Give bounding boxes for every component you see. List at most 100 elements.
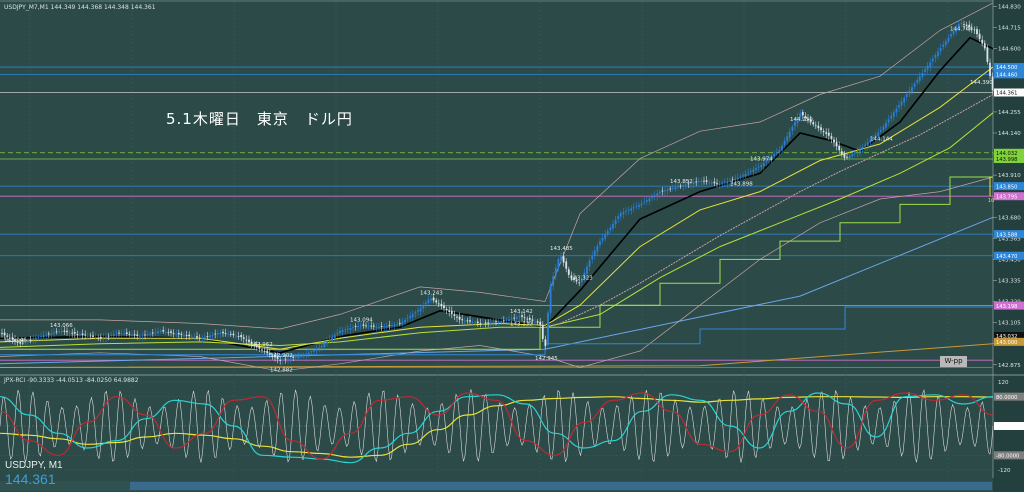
candle-body [671,188,674,189]
candle-body [34,337,37,340]
candle-body [924,69,926,72]
candle-body [918,76,921,81]
candle-body [957,23,960,27]
candle-body [963,24,965,25]
candle-body [872,137,874,139]
candle-body [705,180,708,182]
candle-body [604,234,607,239]
price-tag-label: 144.032 [996,151,1017,157]
candle-body [661,190,664,192]
price-label: 143.485 [550,246,573,252]
candle-body [781,145,783,151]
candle-body [365,325,367,327]
price-tag-label: 143.032 [996,334,1017,340]
y-tick-label: 143.335 [998,278,1021,284]
candle-body [370,325,373,327]
candle-body [349,328,352,330]
candle-body [422,305,425,309]
candle-body [684,184,687,186]
rci-tag-label: 80.0000 [996,395,1017,401]
price-label: 143.974 [750,156,773,162]
candle-body [60,331,63,333]
candle-body [157,331,159,334]
y-tick-label: 143.910 [998,173,1021,179]
candle-body [271,355,274,357]
candle-body [476,321,479,324]
candle-body [294,357,297,359]
price-tag-label: 143.470 [996,254,1017,260]
candle-body [164,331,167,333]
candle-body [760,164,763,168]
price-label: 143.142 [510,309,533,315]
price-tag [994,337,1024,346]
candle-body [726,181,729,184]
candle-body [89,335,92,337]
candle-body [404,319,406,323]
candle-body [339,330,341,334]
candle-body [861,147,864,149]
candle-body [895,108,898,113]
candle-body [310,351,313,353]
candle-body [487,322,490,324]
candle-body [513,317,516,319]
candle-body [37,336,40,338]
candle-body [253,344,256,346]
candle-body [708,182,711,184]
candle-body [154,332,157,333]
candle-body [250,341,253,344]
candle-body [214,333,217,335]
candle-body [903,97,906,103]
candle-body [450,310,453,314]
candle-body [123,333,126,335]
candle-body [495,321,497,323]
candle-body [736,177,739,180]
candle-body [825,132,828,134]
candle-body [372,325,375,327]
candle-body [622,212,625,215]
price-tag-label: 144.361 [996,91,1017,97]
candle-body [235,335,237,337]
candle-body [632,207,635,209]
candle-body [648,198,651,202]
candle-body [16,342,19,343]
candle-body [53,332,55,334]
candle-body [469,320,471,322]
candle-body [591,255,594,260]
candle-body [354,326,357,328]
candle-body [627,209,630,211]
candle-body [801,111,804,116]
candle-body [900,101,903,106]
rci-tag [994,392,1024,401]
candle-body [115,333,118,335]
candle-body [853,152,856,154]
candle-body [456,316,458,318]
price-tag [994,88,1024,97]
candle-body [229,333,232,335]
moving-average-line [0,36,994,354]
candle-body [773,154,776,157]
candle-body [76,333,79,335]
candle-body [396,324,399,325]
y-tick-label: 144.830 [998,5,1021,11]
price-label: 143.046 [4,337,27,343]
candle-body [118,332,120,334]
candle-body [336,333,339,335]
candle-body [141,335,144,337]
candle-body [406,317,409,319]
candle-body [830,136,833,139]
candle-body [755,168,757,170]
candle-body [248,339,250,343]
y-tick-label: 143.105 [998,321,1021,327]
candle-body [840,151,843,154]
candle-body [359,325,362,327]
candle-body [287,358,289,360]
candle-body [835,141,838,147]
candle-body [6,335,9,337]
price-tag-label: 144.460 [996,73,1017,79]
candle-body [877,132,880,136]
candle-body [986,47,989,62]
candle-body [435,300,438,303]
candle-body [934,55,937,59]
candle-body [378,327,380,328]
chart-title: USDJPY_M7,M1 144.349 144.368 144.348 144… [4,4,156,11]
